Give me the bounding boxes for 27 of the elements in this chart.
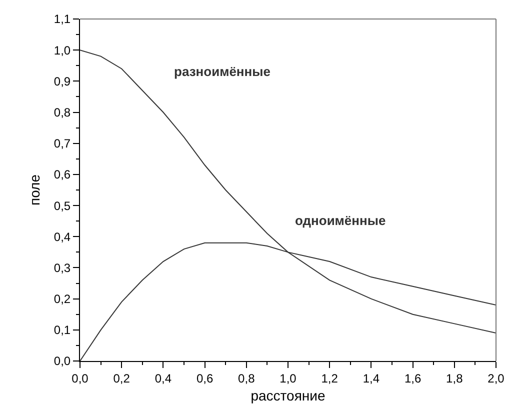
- text: разноимённые: [174, 64, 270, 79]
- y-tick-label: 0,3: [54, 260, 71, 275]
- y-tick-label: 0,4: [54, 230, 71, 244]
- x-axis-title: расстояние: [250, 388, 326, 404]
- x-tick-label: 1,2: [321, 371, 338, 386]
- x-tick-label: 2,0: [488, 371, 505, 386]
- x-tick-label: 0,8: [238, 371, 256, 386]
- y-tick-label: 1,0: [54, 43, 71, 58]
- x-tick-label: 0,6: [196, 371, 214, 386]
- y-tick-label: 0,9: [54, 74, 71, 88]
- y-axis-title: поле: [26, 174, 43, 206]
- y-tick-label: 0,0: [54, 354, 71, 368]
- x-tick-label: 0,0: [72, 371, 89, 386]
- x-tick-label: 1,4: [362, 371, 380, 386]
- y-tick-label: 0,8: [54, 105, 71, 120]
- series-label: одноимённые: [295, 213, 386, 228]
- y-tick-label: 0,1: [54, 323, 71, 338]
- x-tick-label: 0,4: [154, 371, 172, 386]
- y-tick-label: 0,2: [54, 292, 71, 306]
- y-tick-label: 0,5: [54, 198, 71, 213]
- x-tick-label: 1,8: [446, 371, 464, 386]
- x-tick-label: 1,6: [404, 371, 422, 386]
- y-tick-label: 0,6: [54, 168, 71, 182]
- y-tick-label: 1,1: [54, 12, 71, 26]
- x-tick-label: 0,2: [113, 371, 130, 386]
- x-tick-label: 1,0: [280, 371, 297, 386]
- y-tick-label: 0,7: [54, 136, 71, 151]
